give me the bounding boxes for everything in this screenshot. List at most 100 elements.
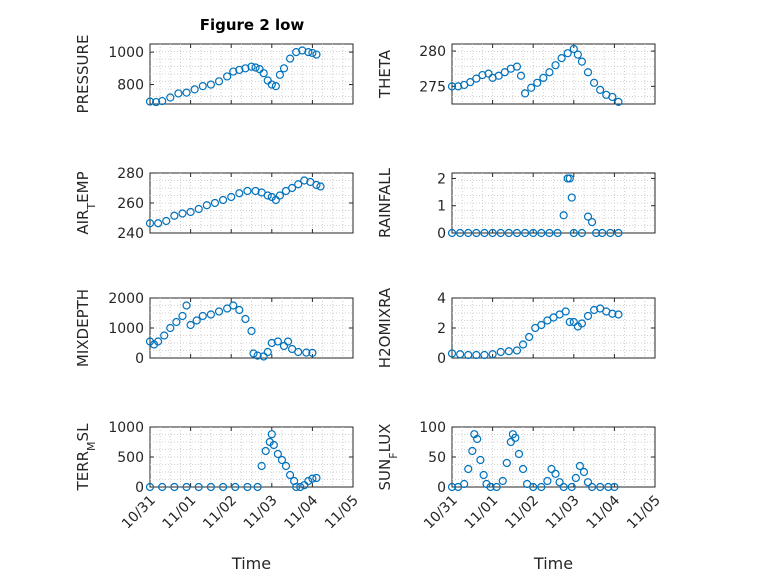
data-point: [527, 83, 536, 92]
data-point: [559, 211, 568, 220]
data-point: [194, 204, 203, 214]
x-tick-label: 11/03: [543, 493, 583, 533]
data-point: [198, 82, 207, 91]
data-point: [583, 311, 593, 321]
data-point: [589, 78, 599, 87]
y-tick-label: 500: [117, 450, 144, 466]
y-axis-label: TERRMSL: [74, 423, 98, 492]
data-point: [569, 317, 578, 327]
data-point: [583, 68, 593, 77]
data-point: [512, 62, 522, 71]
data-point: [596, 482, 605, 492]
y-tick-label: 1: [437, 199, 446, 215]
y-tick-label: 50: [428, 450, 446, 466]
data-point: [496, 228, 505, 238]
data-point: [486, 482, 495, 492]
x-axis-label: Time: [231, 554, 271, 573]
data-point: [308, 348, 317, 357]
x-tick-label: 10/31: [119, 493, 159, 533]
data-point: [186, 320, 195, 330]
data-point: [160, 331, 169, 340]
data-point: [251, 63, 260, 72]
y-tick-label: 1000: [108, 420, 144, 436]
x-tick-label: 11/03: [241, 493, 281, 533]
subplot-7: 10/31 11/01 11/02 11/03 11/04 11/05 0 50 100 SUNF…: [376, 420, 664, 573]
subplot-1: 275 280 THETA: [376, 43, 656, 106]
y-tick-label: 240: [117, 226, 144, 242]
x-tick-label: 11/02: [200, 493, 240, 533]
y-tick-label: 2: [437, 171, 446, 187]
data-point: [162, 216, 171, 226]
data-point: [166, 323, 175, 333]
data-point: [577, 57, 587, 66]
data-point: [288, 183, 297, 193]
data-point: [227, 192, 236, 202]
data-point: [464, 228, 473, 238]
x-tick-label: 10/31: [421, 493, 461, 533]
data-point: [178, 209, 187, 218]
data-point: [592, 228, 601, 238]
data-point: [456, 350, 465, 359]
data-point: [271, 195, 280, 205]
data-point: [243, 186, 252, 196]
data-point: [271, 82, 280, 91]
data-point: [145, 97, 155, 106]
data-point: [488, 350, 497, 359]
data-point: [249, 349, 258, 358]
data-point: [565, 317, 574, 327]
data-point: [543, 476, 552, 486]
data-point: [498, 476, 507, 486]
data-point: [210, 198, 220, 208]
data-point: [604, 482, 613, 492]
y-tick-label: 0: [437, 226, 446, 242]
y-tick-label: 4: [437, 291, 446, 307]
data-point: [253, 351, 262, 360]
data-point: [158, 482, 167, 492]
x-tick-label: 11/02: [502, 493, 542, 533]
data-point: [561, 307, 570, 316]
data-point: [563, 49, 572, 58]
data-point: [253, 482, 262, 492]
data-point: [514, 449, 524, 459]
data-point: [166, 93, 175, 102]
data-point: [273, 449, 282, 459]
data-point: [504, 228, 513, 238]
data-point: [172, 317, 181, 327]
data-point: [223, 72, 232, 81]
data-point: [608, 309, 617, 318]
x-tick-label: 11/01: [160, 493, 200, 533]
data-point: [151, 97, 161, 107]
data-point: [316, 182, 325, 191]
data-point: [512, 228, 522, 238]
data-point: [551, 61, 560, 70]
data-point: [583, 212, 593, 221]
y-axis-label: SUNFLUX: [376, 424, 400, 491]
data-point: [520, 228, 530, 238]
data-point: [551, 469, 560, 478]
data-point: [608, 92, 617, 102]
data-point: [190, 85, 199, 94]
data-point: [145, 219, 155, 228]
data-point: [269, 440, 278, 450]
data-point: [596, 85, 605, 94]
y-tick-label: 2000: [108, 291, 144, 307]
data-point: [518, 340, 528, 349]
data-point: [567, 193, 576, 202]
data-point: [247, 326, 256, 336]
data-point: [186, 207, 195, 217]
data-point: [587, 482, 597, 492]
data-point: [575, 461, 584, 471]
data-point: [614, 228, 623, 238]
data-point: [259, 352, 268, 361]
y-tick-label: 800: [117, 78, 144, 94]
data-point: [525, 332, 534, 342]
y-tick-label: 260: [117, 196, 144, 212]
data-point: [504, 347, 513, 356]
data-point: [447, 349, 457, 358]
y-tick-label: 0: [135, 351, 144, 367]
data-point: [472, 350, 481, 360]
data-point: [569, 44, 578, 54]
data-point: [308, 48, 317, 58]
data-point: [472, 74, 481, 83]
data-point: [231, 482, 240, 492]
